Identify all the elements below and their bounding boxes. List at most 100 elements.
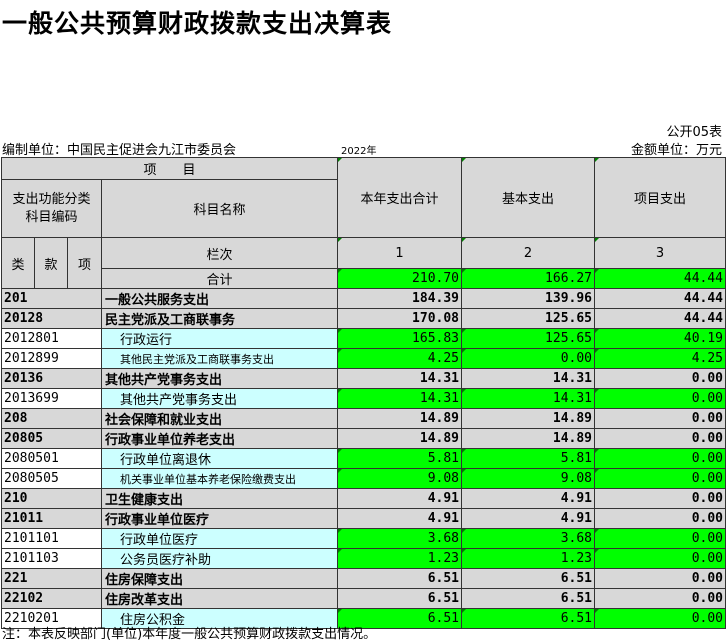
footnote: 注：本表反映部门(单位)本年度一般公共预算财政拨款支出情况。: [2, 627, 377, 642]
table-row: 208 社会保障和就业支出 14.89 14.89 0.00: [1, 408, 726, 429]
value-basic: 125.65: [461, 308, 596, 329]
subject-code: 2013699: [1, 388, 102, 409]
value-total: 165.83: [337, 328, 463, 349]
table-row: 20136 其他共产党事务支出 14.31 14.31 0.00: [1, 368, 726, 389]
col-basic-header: 基本支出: [461, 157, 596, 238]
col-project-header: 项目支出: [594, 157, 726, 238]
col-index-1: 1: [337, 237, 463, 269]
table-row: 21011 行政事业单位医疗 4.91 4.91 0.00: [1, 508, 726, 529]
table-row: 210 卫生健康支出 4.91 4.91 0.00: [1, 488, 726, 509]
value-total: 6.51: [337, 568, 463, 589]
value-basic: 14.89: [461, 428, 596, 449]
subject-code: 20136: [1, 368, 102, 389]
item-group-header: 项 目: [0, 157, 339, 180]
subject-name: 其他民主党派及工商联事务支出: [100, 348, 339, 369]
value-basic: 3.68: [461, 528, 596, 549]
value-total: 9.08: [337, 468, 463, 489]
subject-code: 20128: [1, 308, 102, 329]
value-basic: 125.65: [461, 328, 596, 349]
value-project: 4.25: [594, 348, 726, 369]
value-project: 0.00: [594, 448, 726, 469]
subject-name: 住房改革支出: [100, 588, 339, 609]
value-total: 14.89: [337, 428, 463, 449]
value-basic: 6.51: [461, 568, 596, 589]
year-label: 2022年: [341, 146, 377, 157]
value-total: 5.81: [337, 448, 463, 469]
value-total: 6.51: [337, 588, 463, 609]
kuan-header: 款: [34, 237, 68, 289]
subject-code: 2210201: [1, 608, 102, 629]
value-basic: 9.08: [461, 468, 596, 489]
value-project: 0.00: [594, 588, 726, 609]
value-project: 0.00: [594, 548, 726, 569]
subject-name: 行政事业单位医疗: [100, 508, 339, 529]
subject-name: 一般公共服务支出: [100, 288, 339, 309]
subject-name: 卫生健康支出: [100, 488, 339, 509]
value-total: 6.51: [337, 608, 463, 629]
table-row: 20128 民主党派及工商联事务 170.08 125.65 44.44: [1, 308, 726, 329]
expenditure-table: 项 目 本年支出合计 基本支出 项目支出 支出功能分类 科目编码 科目名称 类 …: [0, 157, 726, 629]
subject-name: 行政事业单位养老支出: [100, 428, 339, 449]
lanci-header: 栏次: [100, 237, 339, 269]
value-basic: 4.91: [461, 488, 596, 509]
col-total-header: 本年支出合计: [337, 157, 463, 238]
col-index-3: 3: [594, 237, 726, 269]
value-project: 0.00: [594, 428, 726, 449]
value-total: 14.89: [337, 408, 463, 429]
value-basic: 1.23: [461, 548, 596, 569]
compiling-unit: 编制单位：中国民主促进会九江市委员会: [2, 143, 237, 158]
value-basic: 5.81: [461, 448, 596, 469]
subject-code: 21011: [1, 508, 102, 529]
subject-code: 221: [1, 568, 102, 589]
table-row: 2012801 行政运行 165.83 125.65 40.19: [1, 328, 726, 349]
subject-name: 行政单位离退休: [100, 448, 339, 469]
subject-name: 其他共产党事务支出: [100, 368, 339, 389]
table-row: 2012899 其他民主党派及工商联事务支出 4.25 0.00 4.25: [1, 348, 726, 369]
value-project: 0.00: [594, 528, 726, 549]
value-basic: 14.31: [461, 368, 596, 389]
subject-code: 2012801: [1, 328, 102, 349]
table-row: 2101103 公务员医疗补助 1.23 1.23 0.00: [1, 548, 726, 569]
value-basic: 6.51: [461, 588, 596, 609]
value-project: 0.00: [594, 468, 726, 489]
amount-unit: 金额单位：万元: [630, 143, 722, 158]
value-total: 4.25: [337, 348, 463, 369]
value-basic: 0.00: [461, 348, 596, 369]
subject-name: 行政单位医疗: [100, 528, 339, 549]
value-total: 1.23: [337, 548, 463, 569]
value-project: 44.44: [594, 288, 726, 309]
table-row: 2210201 住房公积金 6.51 6.51 0.00: [1, 608, 726, 629]
value-total: 14.31: [337, 388, 463, 409]
value-project: 0.00: [594, 508, 726, 529]
value-basic: 139.96: [461, 288, 596, 309]
table-row: 22102 住房改革支出 6.51 6.51 0.00: [1, 588, 726, 609]
subject-code: 210: [1, 488, 102, 509]
value-total: 4.91: [337, 488, 463, 509]
value-project: 0.00: [594, 608, 726, 629]
subject-code: 2080505: [1, 468, 102, 489]
total-value-1: 210.70: [337, 268, 463, 289]
subject-name: 其他共产党事务支出: [100, 388, 339, 409]
subject-code: 2101101: [1, 528, 102, 549]
table-row: 2080501 行政单位离退休 5.81 5.81 0.00: [1, 448, 726, 469]
value-basic: 14.89: [461, 408, 596, 429]
value-total: 14.31: [337, 368, 463, 389]
subject-name: 民主党派及工商联事务: [100, 308, 339, 329]
value-project: 0.00: [594, 488, 726, 509]
xiang-header: 项: [67, 237, 102, 289]
value-basic: 14.31: [461, 388, 596, 409]
value-total: 3.68: [337, 528, 463, 549]
subject-code: 20805: [1, 428, 102, 449]
value-project: 44.44: [594, 308, 726, 329]
table-body: 项 目 本年支出合计 基本支出 项目支出 支出功能分类 科目编码 科目名称 类 …: [0, 157, 726, 629]
value-project: 0.00: [594, 388, 726, 409]
value-project: 0.00: [594, 368, 726, 389]
value-basic: 4.91: [461, 508, 596, 529]
subject-name: 住房保障支出: [100, 568, 339, 589]
total-value-3: 44.44: [594, 268, 726, 289]
value-total: 4.91: [337, 508, 463, 529]
subject-name: 行政运行: [100, 328, 339, 349]
table-row: 20805 行政事业单位养老支出 14.89 14.89 0.00: [1, 428, 726, 449]
table-row: 221 住房保障支出 6.51 6.51 0.00: [1, 568, 726, 589]
subject-code: 2101103: [1, 548, 102, 569]
